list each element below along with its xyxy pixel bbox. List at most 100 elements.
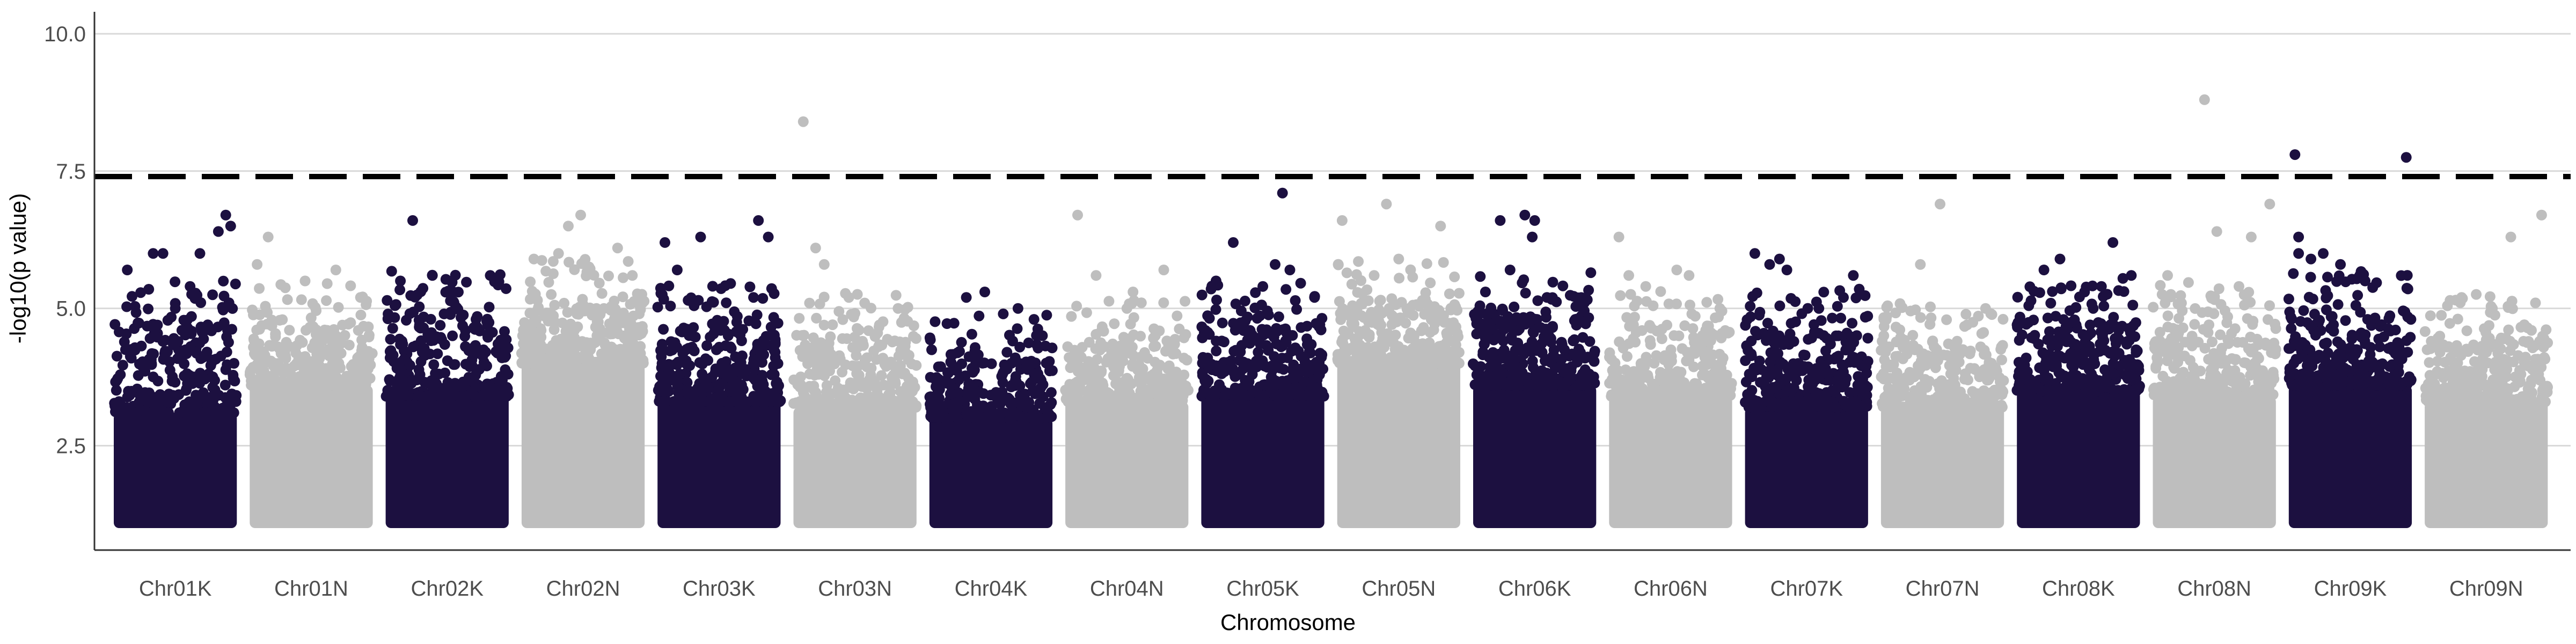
top-point-Chr03K-5 xyxy=(748,292,759,303)
point xyxy=(1840,345,1851,356)
point xyxy=(1313,321,1324,332)
point xyxy=(701,340,713,351)
point xyxy=(639,296,650,307)
point xyxy=(301,325,311,336)
top-point-Chr02K-0 xyxy=(395,275,406,287)
series-Chr02N xyxy=(516,209,650,529)
point xyxy=(1468,358,1479,369)
point xyxy=(2129,331,2141,342)
point xyxy=(458,376,469,387)
point xyxy=(1096,365,1107,377)
point xyxy=(1573,343,1584,355)
top-point-Chr05K-1 xyxy=(1228,237,1239,248)
point xyxy=(1362,284,1373,295)
point xyxy=(795,401,806,413)
point xyxy=(480,384,492,396)
point xyxy=(557,317,568,328)
point xyxy=(1348,321,1359,332)
point xyxy=(1745,301,1756,312)
point xyxy=(500,340,511,351)
point xyxy=(2045,297,2057,309)
top-point-Chr05K-2 xyxy=(1257,281,1269,292)
top-point-Chr05N-0 xyxy=(1336,215,1348,226)
point xyxy=(176,325,187,336)
point xyxy=(902,316,913,327)
point xyxy=(1924,319,1936,330)
point xyxy=(1685,299,1695,311)
point xyxy=(1894,298,1906,309)
point xyxy=(1477,346,1489,357)
point xyxy=(1689,348,1701,359)
point xyxy=(1239,380,1250,391)
point xyxy=(683,295,694,306)
point xyxy=(574,302,585,313)
point xyxy=(671,359,683,370)
point xyxy=(1715,389,1726,400)
series-Chr06K xyxy=(1468,209,1600,529)
series-Chr01N xyxy=(244,231,378,529)
point xyxy=(731,311,743,322)
point xyxy=(675,396,686,407)
point xyxy=(2058,384,2068,396)
point xyxy=(869,378,880,390)
point xyxy=(1393,341,1404,352)
point xyxy=(1128,312,1139,323)
point xyxy=(460,358,471,370)
point xyxy=(865,401,876,413)
point xyxy=(355,309,367,320)
point xyxy=(1023,412,1034,423)
point xyxy=(1799,396,1811,407)
point xyxy=(517,330,528,341)
top-point-Chr04K-1 xyxy=(979,287,990,297)
point xyxy=(135,287,147,298)
point xyxy=(1296,322,1307,333)
point xyxy=(2064,305,2075,316)
point xyxy=(1263,345,1274,356)
point xyxy=(1197,332,1208,343)
point xyxy=(1044,356,1055,367)
top-point-Chr03K-0 xyxy=(660,237,670,248)
point xyxy=(1480,309,1491,319)
point xyxy=(525,276,536,288)
point xyxy=(2124,385,2135,396)
point xyxy=(299,358,310,370)
point xyxy=(1528,327,1539,338)
point xyxy=(618,272,629,283)
point xyxy=(1570,301,1582,312)
point xyxy=(1890,308,1901,319)
point xyxy=(2085,378,2096,390)
point xyxy=(387,323,398,334)
point xyxy=(1405,264,1416,275)
point xyxy=(1390,330,1401,341)
top-point-Chr02N-4 xyxy=(612,243,623,254)
point xyxy=(1311,391,1322,402)
point xyxy=(1249,302,1261,313)
point xyxy=(126,386,137,397)
point xyxy=(530,315,541,326)
top-point-Chr02N-2 xyxy=(563,221,574,232)
dense-points-Chr05K xyxy=(1201,396,1324,529)
point xyxy=(525,347,537,358)
top-point-Chr04N-3 xyxy=(1158,265,1169,275)
point xyxy=(1927,336,1938,347)
point xyxy=(2167,323,2178,334)
top-point-Chr01K-7 xyxy=(225,221,236,232)
point xyxy=(1663,298,1674,310)
point xyxy=(266,379,277,390)
point xyxy=(319,324,330,335)
point xyxy=(619,353,631,364)
point xyxy=(1228,346,1240,357)
point xyxy=(846,401,858,412)
point xyxy=(594,277,605,289)
point xyxy=(1960,309,1972,320)
point xyxy=(1890,374,1901,385)
top-point-Chr02K-1 xyxy=(407,215,418,226)
point xyxy=(568,353,580,363)
point xyxy=(730,362,741,374)
point xyxy=(218,290,230,302)
point xyxy=(1211,346,1222,356)
point xyxy=(318,370,330,381)
point xyxy=(1582,294,1593,305)
point xyxy=(1844,356,1855,368)
point xyxy=(1196,289,1208,301)
